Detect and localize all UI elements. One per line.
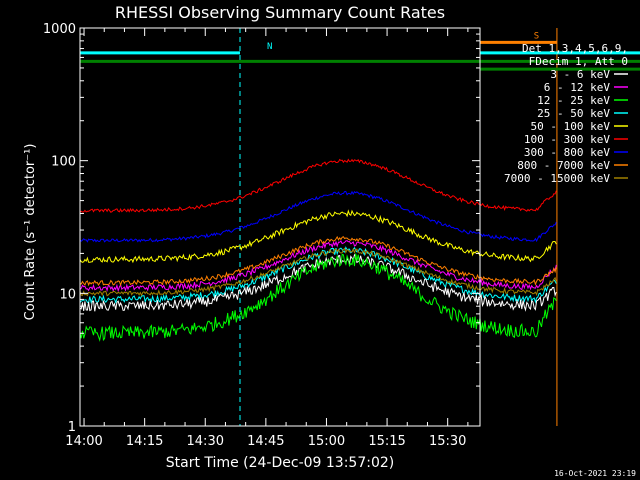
legend: Det 1,3,4,5,6,9,FDecim 1, Att 03 - 6 keV… — [504, 42, 628, 185]
y-axis-label: Count Rate (s⁻¹ detector⁻¹) — [23, 144, 38, 321]
x-tick-label-6: 15:30 — [429, 434, 466, 449]
flag-label-n: N — [267, 42, 272, 52]
x-axis-label: Start Time (24-Dec-09 13:57:02) — [166, 455, 394, 471]
y-tick-label-1: 10 — [59, 287, 76, 302]
x-tick-label-4: 15:00 — [308, 434, 345, 449]
y-tick-label-2: 100 — [51, 155, 76, 170]
x-tick-label-2: 14:30 — [187, 434, 224, 449]
x-tick-label-5: 15:15 — [368, 434, 405, 449]
plot-frame — [79, 27, 481, 427]
legend-header-0: Det 1,3,4,5,6,9, — [522, 42, 628, 55]
legend-label-4: 50 - 100 keV — [531, 120, 611, 133]
legend-label-1: 6 - 12 keV — [544, 81, 611, 94]
x-tick-label-1: 14:15 — [126, 434, 163, 449]
series-1-before-gap — [79, 240, 557, 293]
series-8-before-gap — [79, 247, 557, 297]
legend-label-5: 100 - 300 keV — [524, 133, 610, 146]
series-5-before-gap — [79, 158, 557, 213]
series-2-before-gap — [79, 253, 557, 342]
footer-timestamp: 16-Oct-2021 23:19 — [554, 469, 636, 478]
x-tick-label-0: 14:00 — [65, 434, 102, 449]
x-axis: 14:00 14:15 14:30 14:45 15:00 15:15 15:30 — [65, 28, 469, 449]
y-axis: 1 10 100 1000 — [43, 22, 480, 435]
legend-label-2: 12 - 25 keV — [537, 94, 610, 107]
y-tick-label-3: 1000 — [43, 22, 76, 37]
legend-label-0: 3 - 6 keV — [550, 68, 610, 81]
legend-label-7: 800 - 7000 keV — [517, 159, 610, 172]
legend-label-6: 300 - 800 keV — [524, 146, 610, 159]
series-6-before-gap — [79, 190, 557, 243]
legend-header-1: FDecim 1, Att 0 — [529, 55, 628, 68]
y-tick-label-0: 1 — [68, 420, 76, 435]
series-7-before-gap — [79, 235, 557, 287]
legend-label-3: 25 - 50 keV — [537, 107, 610, 120]
series-4-before-gap — [79, 209, 557, 264]
chart-title: RHESSI Observing Summary Count Rates — [115, 3, 445, 22]
flag-label-s: S — [534, 31, 539, 41]
legend-label-8: 7000 - 15000 keV — [504, 172, 610, 185]
x-tick-label-3: 14:45 — [247, 434, 284, 449]
flag-bars: NSRD0RD4 — [80, 31, 640, 71]
